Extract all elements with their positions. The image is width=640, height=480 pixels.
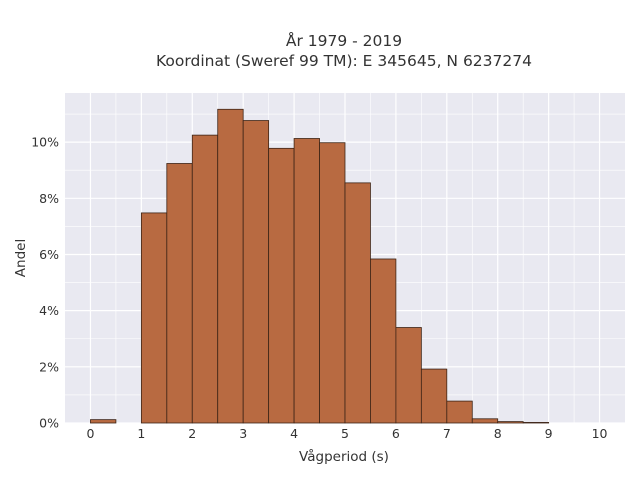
histogram-bar — [242, 120, 270, 424]
histogram-bar — [471, 418, 499, 424]
y-tick-label: 0% — [39, 416, 59, 431]
x-tick-label: 7 — [443, 426, 451, 441]
x-tick-label: 3 — [239, 426, 247, 441]
x-tick-label: 0 — [86, 426, 94, 441]
y-tick-label: 8% — [39, 191, 59, 206]
y-axis-label: Andel — [13, 239, 29, 277]
x-tick-label: 6 — [392, 426, 400, 441]
histogram-bar — [319, 142, 346, 424]
histogram-bar — [191, 134, 219, 424]
histogram-bar — [166, 163, 193, 424]
x-axis-ticks: 0 1 2 3 4 5 6 7 8 9 10 — [86, 426, 607, 441]
x-tick-label: 2 — [188, 426, 196, 441]
y-tick-label: 10% — [31, 135, 59, 150]
x-axis-label: Vågperiod (s) — [299, 448, 389, 465]
histogram-bar — [140, 212, 168, 424]
histogram-bar — [420, 368, 448, 424]
x-tick-label: 9 — [545, 426, 553, 441]
x-tick-label: 5 — [341, 426, 349, 441]
histogram-bar — [268, 147, 295, 424]
histogram-bar — [90, 419, 117, 424]
x-tick-label: 4 — [290, 426, 298, 441]
y-tick-label: 4% — [39, 303, 59, 318]
histogram-bar — [522, 422, 550, 424]
histogram-bars — [90, 108, 550, 424]
histogram-bar — [446, 400, 473, 424]
x-tick-label: 1 — [137, 426, 145, 441]
histogram-bar — [395, 327, 422, 424]
chart-title-line-1: År 1979 - 2019 — [286, 31, 402, 50]
histogram-bar — [217, 108, 244, 424]
y-tick-label: 6% — [39, 247, 59, 262]
histogram-bar — [497, 421, 524, 424]
histogram-bar — [293, 138, 320, 424]
x-tick-label: 8 — [494, 426, 502, 441]
histogram-bar — [344, 182, 371, 424]
x-tick-label: 10 — [592, 426, 608, 441]
y-tick-label: 2% — [39, 359, 59, 374]
y-axis-ticks: 0% 2% 4% 6% 8% 10% — [31, 135, 59, 431]
chart-title-line-2: Koordinat (Sweref 99 TM): E 345645, N 62… — [156, 52, 532, 70]
chart-title: År 1979 - 2019 Koordinat (Sweref 99 TM):… — [156, 31, 532, 70]
histogram-bar — [370, 258, 397, 424]
